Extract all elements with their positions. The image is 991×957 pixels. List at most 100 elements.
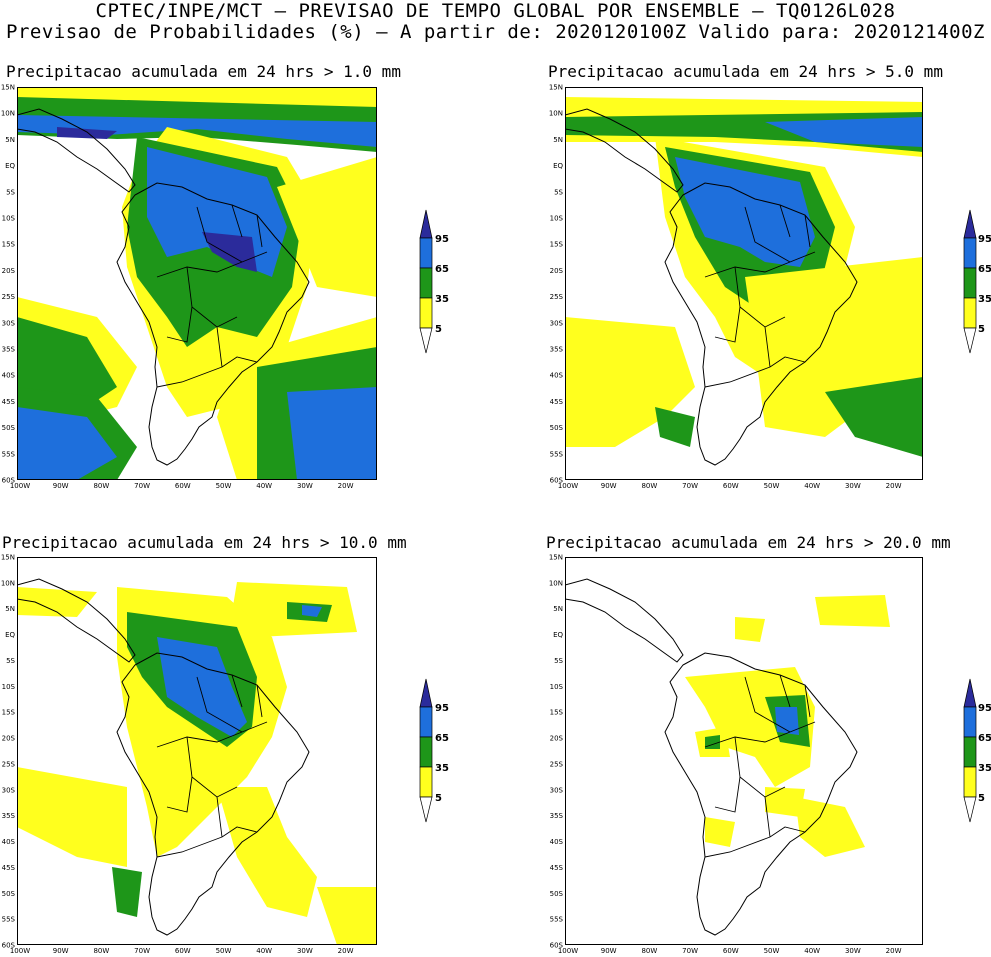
lat-label-p1: 50S bbox=[2, 424, 16, 432]
figure-subtitle: Previsao de Probabilidades (%) – A parti… bbox=[6, 21, 985, 43]
lat-label-p3: 55S bbox=[2, 916, 16, 924]
lon-label-p4: 60W bbox=[723, 947, 739, 955]
lat-label-p3: 60S bbox=[2, 942, 16, 950]
lon-label-p2: 60W bbox=[723, 482, 739, 490]
colorbar-1: 95 65 35 5 bbox=[419, 209, 449, 354]
lat-label-p4: 35S bbox=[550, 812, 564, 820]
lon-label-p4: 30W bbox=[845, 947, 861, 955]
lat-label-p4: 25S bbox=[550, 760, 564, 768]
lat-label-p2: 35S bbox=[550, 346, 564, 354]
lat-label-p4: 40S bbox=[550, 838, 564, 846]
lat-label-p1: 10N bbox=[1, 110, 15, 118]
colorbar-1-label-95: 95 bbox=[435, 234, 449, 245]
colorbar-2-label-5: 5 bbox=[978, 324, 985, 335]
colorbar-3-label-65: 65 bbox=[435, 733, 449, 744]
lat-label-p1: 35S bbox=[2, 346, 16, 354]
lat-label-p2: 25S bbox=[550, 293, 564, 301]
panel-1-title: Precipitacao acumulada em 24 hrs > 1.0 m… bbox=[6, 62, 401, 81]
lon-label-p3: 80W bbox=[93, 947, 109, 955]
lat-label-p4: 15S bbox=[550, 709, 564, 717]
lon-label-p3: 100W bbox=[10, 947, 30, 955]
lat-label-p3: 5S bbox=[6, 657, 15, 665]
panel-4-title: Precipitacao acumulada em 24 hrs > 20.0 … bbox=[546, 533, 951, 552]
panel-3-title: Precipitacao acumulada em 24 hrs > 10.0 … bbox=[2, 533, 407, 552]
colorbar-1-label-5: 5 bbox=[435, 324, 442, 335]
lat-label-p3: 5N bbox=[5, 605, 15, 613]
lat-label-p3: 15S bbox=[2, 709, 16, 717]
lon-label-p4: 50W bbox=[764, 947, 780, 955]
lat-label-p2: 15N bbox=[549, 84, 563, 92]
lat-label-p2: 10S bbox=[550, 215, 564, 223]
lon-label-p3: 20W bbox=[338, 947, 354, 955]
lat-label-p3: 25S bbox=[2, 760, 16, 768]
lat-label-p4: 20S bbox=[550, 735, 564, 743]
colorbar-2-label-95: 95 bbox=[978, 234, 991, 245]
lat-label-p1: 20S bbox=[2, 267, 16, 275]
lat-label-p4: 60S bbox=[550, 942, 564, 950]
lon-label-p1: 50W bbox=[216, 482, 232, 490]
lat-label-p3: 35S bbox=[2, 812, 16, 820]
lon-label-p3: 50W bbox=[216, 947, 232, 955]
lon-label-p4: 70W bbox=[682, 947, 698, 955]
lon-label-p4: 40W bbox=[804, 947, 820, 955]
lon-label-p4: 20W bbox=[886, 947, 902, 955]
panel-4-map bbox=[565, 557, 923, 945]
lat-label-p3: 50S bbox=[2, 890, 16, 898]
lat-label-p1: 5S bbox=[6, 188, 15, 196]
lon-label-p2: 70W bbox=[682, 482, 698, 490]
lat-label-p2: 30S bbox=[550, 319, 564, 327]
lon-label-p2: 40W bbox=[804, 482, 820, 490]
lat-label-p2: 5N bbox=[553, 136, 563, 144]
lat-label-p1: 45S bbox=[2, 398, 16, 406]
lat-label-p4: 10S bbox=[550, 683, 564, 691]
lat-label-p3: 45S bbox=[2, 864, 16, 872]
colorbar-2-label-35: 35 bbox=[978, 294, 991, 305]
lat-label-p2: 15S bbox=[550, 241, 564, 249]
colorbar-4-label-5: 5 bbox=[978, 793, 985, 804]
lat-label-p3: 10S bbox=[2, 683, 16, 691]
lat-label-p2: EQ bbox=[553, 162, 563, 170]
panel-1-map bbox=[17, 87, 377, 480]
colorbar-4: 95 65 35 5 bbox=[963, 678, 991, 823]
lat-label-p1: 40S bbox=[2, 372, 16, 380]
lat-label-p2: 50S bbox=[550, 424, 564, 432]
lat-label-p3: 10N bbox=[1, 579, 15, 587]
colorbar-2: 95 65 35 5 bbox=[963, 209, 991, 354]
lat-label-p4: 45S bbox=[550, 864, 564, 872]
colorbar-3: 95 65 35 5 bbox=[419, 678, 449, 823]
lat-label-p1: 60S bbox=[2, 477, 16, 485]
lat-label-p4: 10N bbox=[549, 579, 563, 587]
lat-label-p4: EQ bbox=[553, 631, 563, 639]
lat-label-p1: 25S bbox=[2, 293, 16, 301]
lat-label-p1: 55S bbox=[2, 450, 16, 458]
lon-label-p3: 90W bbox=[53, 947, 69, 955]
colorbar-4-label-65: 65 bbox=[978, 733, 991, 744]
lat-label-p4: 50S bbox=[550, 890, 564, 898]
lon-label-p3: 40W bbox=[256, 947, 272, 955]
lon-label-p1: 40W bbox=[256, 482, 272, 490]
lon-label-p1: 70W bbox=[134, 482, 150, 490]
lat-label-p3: 15N bbox=[1, 554, 15, 562]
lon-label-p3: 70W bbox=[134, 947, 150, 955]
lat-label-p1: EQ bbox=[5, 162, 15, 170]
colorbar-4-label-35: 35 bbox=[978, 763, 991, 774]
lat-label-p2: 20S bbox=[550, 267, 564, 275]
lon-label-p1: 30W bbox=[297, 482, 313, 490]
panel-2-map bbox=[565, 87, 923, 480]
figure-title: CPTEC/INPE/MCT – PREVISAO DE TEMPO GLOBA… bbox=[95, 0, 896, 22]
lat-label-p1: 15N bbox=[1, 84, 15, 92]
lat-label-p1: 5N bbox=[5, 136, 15, 144]
colorbar-3-label-95: 95 bbox=[435, 703, 449, 714]
colorbar-3-label-5: 5 bbox=[435, 793, 442, 804]
lon-label-p1: 80W bbox=[93, 482, 109, 490]
colorbar-2-label-65: 65 bbox=[978, 264, 991, 275]
lon-label-p1: 20W bbox=[338, 482, 354, 490]
lat-label-p1: 15S bbox=[2, 241, 16, 249]
lat-label-p2: 5S bbox=[554, 188, 563, 196]
lon-label-p2: 50W bbox=[764, 482, 780, 490]
lat-label-p2: 55S bbox=[550, 450, 564, 458]
lon-label-p4: 100W bbox=[558, 947, 578, 955]
lon-label-p2: 100W bbox=[558, 482, 578, 490]
panel-2-title: Precipitacao acumulada em 24 hrs > 5.0 m… bbox=[548, 62, 943, 81]
